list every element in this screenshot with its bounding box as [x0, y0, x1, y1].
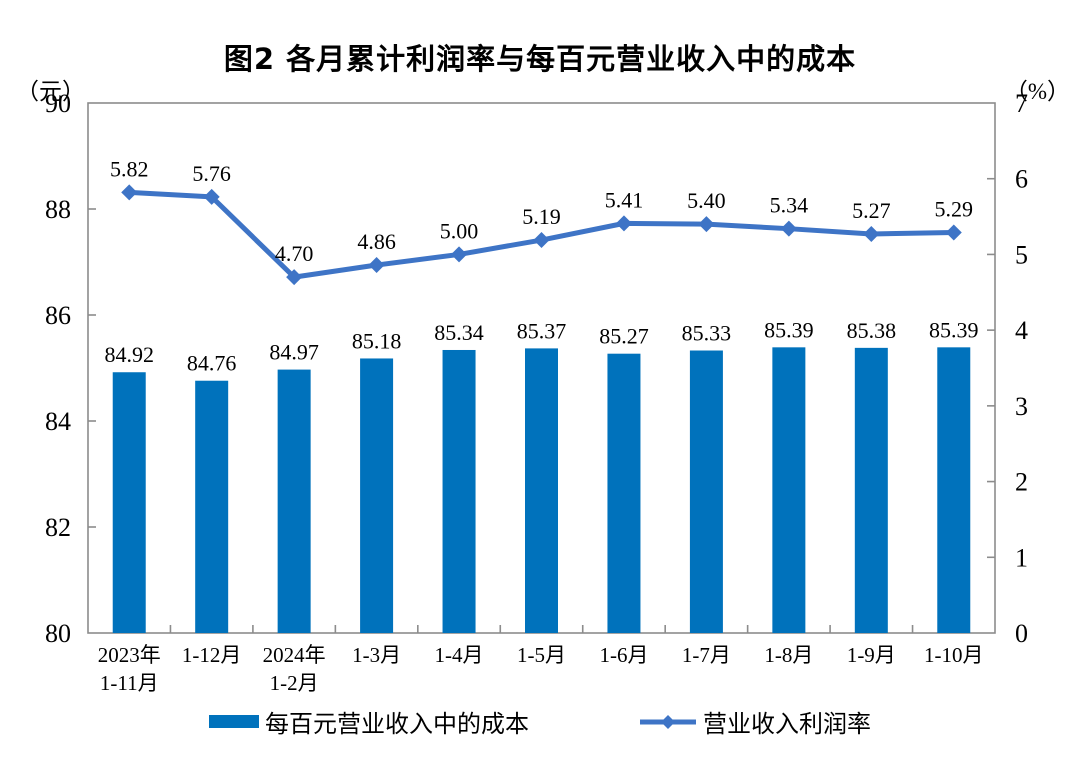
bar-value-label: 85.38 — [847, 318, 897, 343]
bar-value-label: 85.37 — [517, 318, 567, 343]
line-point-marker — [615, 215, 632, 232]
bar — [442, 349, 476, 633]
bar — [360, 358, 394, 633]
chart-title: 图2 各月累计利润率与每百元营业收入中的成本 — [223, 42, 857, 76]
left-tick-label: 90 — [45, 89, 71, 118]
bar-value-label: 84.76 — [187, 351, 237, 376]
right-tick-label: 1 — [1015, 543, 1028, 572]
category-label: 1-7月 — [682, 643, 731, 667]
line-point-marker — [533, 232, 550, 249]
legend-item-bar: 每百元营业收入中的成本 — [209, 704, 529, 739]
bar-value-label: 84.92 — [104, 342, 154, 367]
line-point-marker — [451, 246, 468, 263]
bar — [772, 347, 806, 633]
right-tick-label: 2 — [1015, 468, 1028, 497]
line-value-label: 5.76 — [192, 161, 231, 186]
category-label: 1-10月 — [924, 643, 984, 667]
line-value-label: 4.70 — [275, 241, 314, 266]
left-tick-label: 88 — [45, 195, 71, 224]
line-point-marker — [286, 269, 303, 286]
line-value-label: 5.19 — [522, 204, 561, 229]
bar — [525, 348, 558, 633]
category-label: 2024年 — [263, 643, 326, 667]
right-tick-label: 4 — [1015, 316, 1028, 345]
bar-value-label: 85.27 — [599, 324, 649, 349]
line-point-marker — [945, 224, 962, 241]
bar — [854, 347, 888, 633]
right-tick-label: 0 — [1015, 619, 1028, 648]
bar — [277, 369, 311, 633]
right-axis-unit: （%） — [1004, 79, 1070, 104]
right-tick-label: 5 — [1015, 240, 1028, 269]
line-value-label: 4.86 — [357, 229, 396, 254]
left-tick-label: 84 — [45, 407, 71, 436]
bar — [689, 350, 723, 633]
legend: 每百元营业收入中的成本 营业收入利润率 — [0, 704, 1080, 739]
bar-value-label: 85.39 — [764, 317, 814, 342]
bar — [195, 380, 229, 633]
bar-value-label: 85.33 — [682, 321, 732, 346]
category-label: 1-6月 — [599, 643, 648, 667]
legend-label-line: 营业收入利润率 — [703, 712, 871, 738]
line-point-marker — [203, 188, 220, 205]
category-label: 1-2月 — [270, 671, 319, 695]
category-label: 1-5月 — [517, 643, 566, 667]
bar — [112, 372, 146, 633]
line-point-marker — [863, 225, 880, 242]
category-label: 1-8月 — [764, 643, 813, 667]
line-point-marker — [780, 220, 797, 237]
line-point-marker — [698, 216, 715, 233]
right-tick-label: 7 — [1015, 89, 1028, 118]
line-point-marker — [121, 184, 138, 201]
left-tick-label: 86 — [45, 301, 71, 330]
category-label: 1-4月 — [435, 643, 484, 667]
left-tick-label: 80 — [45, 619, 71, 648]
category-label: 2023年 — [98, 643, 161, 667]
line-value-label: 5.00 — [440, 218, 479, 243]
line-value-label: 5.40 — [687, 188, 726, 213]
legend-label-bar: 每百元营业收入中的成本 — [265, 712, 529, 738]
right-tick-label: 6 — [1015, 165, 1028, 194]
line-value-label: 5.34 — [770, 193, 809, 218]
line-swatch — [640, 714, 696, 729]
bar — [607, 353, 641, 633]
line-value-label: 5.27 — [852, 198, 891, 223]
line-swatch-diamond — [661, 714, 675, 729]
legend-item-line: 营业收入利润率 — [639, 704, 871, 739]
line-value-label: 5.29 — [935, 196, 974, 221]
category-label: 1-11月 — [100, 671, 159, 695]
bar-value-label: 85.18 — [352, 328, 402, 353]
bar-value-label: 84.97 — [269, 340, 319, 365]
line-point-marker — [368, 257, 385, 274]
bar-value-label: 85.39 — [929, 317, 979, 342]
bar-value-label: 85.34 — [434, 320, 484, 345]
right-tick-label: 3 — [1015, 392, 1028, 421]
line-value-label: 5.82 — [110, 156, 149, 181]
left-axis-unit: （元） — [16, 79, 85, 104]
category-label: 1-3月 — [352, 643, 401, 667]
left-tick-label: 82 — [45, 513, 71, 542]
category-label: 1-12月 — [182, 643, 242, 667]
category-label: 1-9月 — [847, 643, 896, 667]
bar-swatch — [209, 715, 259, 728]
bar — [937, 347, 971, 633]
line-value-label: 5.41 — [605, 187, 644, 212]
